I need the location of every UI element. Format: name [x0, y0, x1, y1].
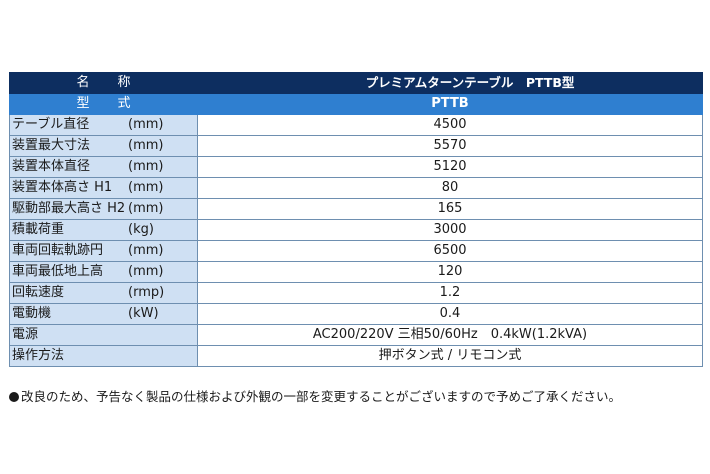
spec-label-cell: 装置本体直径 (mm): [9, 156, 198, 178]
spec-label-cell: テーブル直径 (mm): [9, 114, 198, 136]
spec-value: AC200/220V 三相50/60Hz 0.4kW(1.2kVA): [197, 324, 703, 346]
spec-name: 回転速度: [12, 285, 65, 300]
spec-unit: (kg): [128, 222, 154, 237]
spec-value: 3000: [197, 219, 703, 241]
model-value: PTTB: [197, 93, 703, 115]
spec-name: 駆動部最大高さ H2: [12, 201, 126, 216]
spec-row: 車両最低地上高 (mm) 120: [9, 261, 703, 283]
spec-unit: (mm): [128, 180, 164, 195]
spec-label-cell: 電動機 (kW): [9, 303, 198, 325]
spec-unit: (mm): [128, 138, 164, 153]
spec-row: 装置最大寸法 (mm) 5570: [9, 135, 703, 157]
spec-name: テーブル直径: [12, 117, 90, 132]
spec-value: 0.4: [197, 303, 703, 325]
spec-label-cell: 積載荷重 (kg): [9, 219, 198, 241]
spec-row: テーブル直径 (mm) 4500: [9, 114, 703, 136]
spec-name: 装置本体高さ H1: [12, 180, 113, 195]
spec-label-cell: 駆動部最大高さ H2 (mm): [9, 198, 198, 220]
spec-label-cell: 装置本体高さ H1 (mm): [9, 177, 198, 199]
spec-row: 回転速度 (rmp) 1.2: [9, 282, 703, 304]
spec-row: 電動機 (kW) 0.4: [9, 303, 703, 325]
spec-name: 操作方法: [12, 348, 65, 363]
model-label: 型式: [9, 93, 198, 115]
spec-unit: (kW): [128, 306, 159, 321]
spec-row: 駆動部最大高さ H2 (mm) 165: [9, 198, 703, 220]
spec-name: 装置最大寸法: [12, 138, 91, 153]
spec-name: 車両最低地上高: [12, 264, 104, 279]
spec-unit: (mm): [128, 159, 164, 174]
spec-unit: (mm): [128, 264, 164, 279]
spec-row: 操作方法 押ボタン式 / リモコン式: [9, 345, 703, 367]
spec-value: 5120: [197, 156, 703, 178]
spec-rows: テーブル直径 (mm) 4500 装置最大寸法 (mm) 5570 装置本体直径 (mm) 51…: [9, 114, 703, 367]
spec-label-cell: 車両最低地上高 (mm): [9, 261, 198, 283]
disclaimer-text: 改良のため、予告なく製品の仕様および外観の一部を変更することがございますので予め…: [21, 389, 622, 404]
spec-unit: (mm): [128, 117, 164, 132]
header-value: プレミアムターンテーブル PTTB型: [197, 72, 703, 94]
spec-value: 165: [197, 198, 703, 220]
spec-row: 装置本体高さ H1 (mm) 80: [9, 177, 703, 199]
spec-unit: (mm): [128, 243, 164, 258]
model-row: 型式 PTTB: [9, 93, 703, 115]
spec-value: 4500: [197, 114, 703, 136]
spec-label-cell: 回転速度 (rmp): [9, 282, 198, 304]
spec-value: 80: [197, 177, 703, 199]
bullet-icon: [9, 392, 19, 402]
spec-value: 押ボタン式 / リモコン式: [197, 345, 703, 367]
spec-label-cell: 車両回転軌跡円 (mm): [9, 240, 198, 262]
spec-value: 6500: [197, 240, 703, 262]
spec-table: 名称 プレミアムターンテーブル PTTB型 型式 PTTB テーブル直径 (mm)…: [9, 72, 703, 367]
spec-name: 電源: [12, 327, 39, 342]
spec-row: 車両回転軌跡円 (mm) 6500: [9, 240, 703, 262]
spec-unit: (mm): [128, 201, 164, 216]
spec-row: 装置本体直径 (mm) 5120: [9, 156, 703, 178]
spec-label-cell: 電源: [9, 324, 198, 346]
header-row: 名称 プレミアムターンテーブル PTTB型: [9, 72, 703, 94]
spec-row: 積載荷重 (kg) 3000: [9, 219, 703, 241]
spec-value: 120: [197, 261, 703, 283]
spec-label-cell: 操作方法: [9, 345, 198, 367]
spec-name: 電動機: [12, 306, 52, 321]
spec-row: 電源 AC200/220V 三相50/60Hz 0.4kW(1.2kVA): [9, 324, 703, 346]
header-label: 名称: [9, 72, 198, 94]
spec-value: 5570: [197, 135, 703, 157]
spec-name: 車両回転軌跡円: [12, 243, 104, 258]
spec-value: 1.2: [197, 282, 703, 304]
spec-name: 装置本体直径: [12, 159, 91, 174]
spec-name: 積載荷重: [12, 222, 65, 237]
spec-label-cell: 装置最大寸法 (mm): [9, 135, 198, 157]
disclaimer-note: 改良のため、予告なく製品の仕様および外観の一部を変更することがございますので予め…: [9, 386, 621, 405]
spec-unit: (rmp): [128, 285, 165, 300]
